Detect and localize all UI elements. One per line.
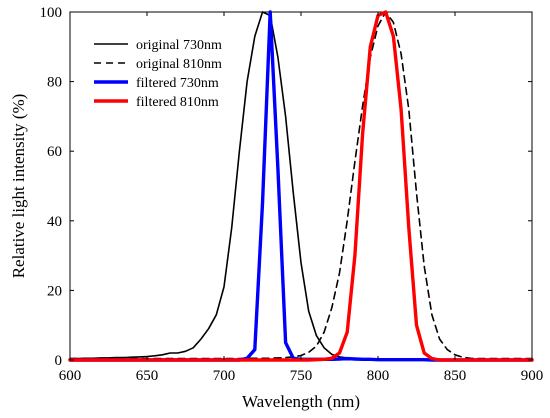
legend-label-original-810nm: original 810nm: [136, 57, 222, 72]
y-tick-label: 100: [40, 5, 63, 21]
x-axis-ticks: 600 650 700 750 800 850 900: [59, 12, 544, 384]
legend-label-filtered-810nm: filtered 810nm: [136, 95, 219, 110]
x-tick-label: 650: [136, 368, 159, 384]
x-tick-label: 800: [367, 368, 390, 384]
x-tick-label: 750: [290, 368, 313, 384]
x-tick-label: 600: [59, 368, 82, 384]
y-tick-label: 40: [47, 214, 62, 230]
plot-area: [69, 11, 533, 361]
y-tick-label: 60: [47, 144, 62, 160]
y-axis-ticks: 0 20 40 60 80 100: [40, 5, 532, 369]
legend: original 730nm original 810nm filtered 730…: [94, 38, 222, 110]
y-tick-label: 80: [47, 75, 62, 91]
y-tick-label: 0: [55, 353, 63, 369]
legend-label-original-730nm: original 730nm: [136, 38, 222, 53]
x-axis-title: Wavelength (nm): [242, 392, 360, 411]
x-tick-label: 850: [444, 368, 467, 384]
x-tick-label: 900: [521, 368, 544, 384]
legend-label-filtered-730nm: filtered 730nm: [136, 76, 219, 91]
y-axis-title: Relative light intensity (%): [9, 94, 28, 279]
y-tick-label: 20: [47, 283, 62, 299]
x-tick-label: 700: [213, 368, 236, 384]
